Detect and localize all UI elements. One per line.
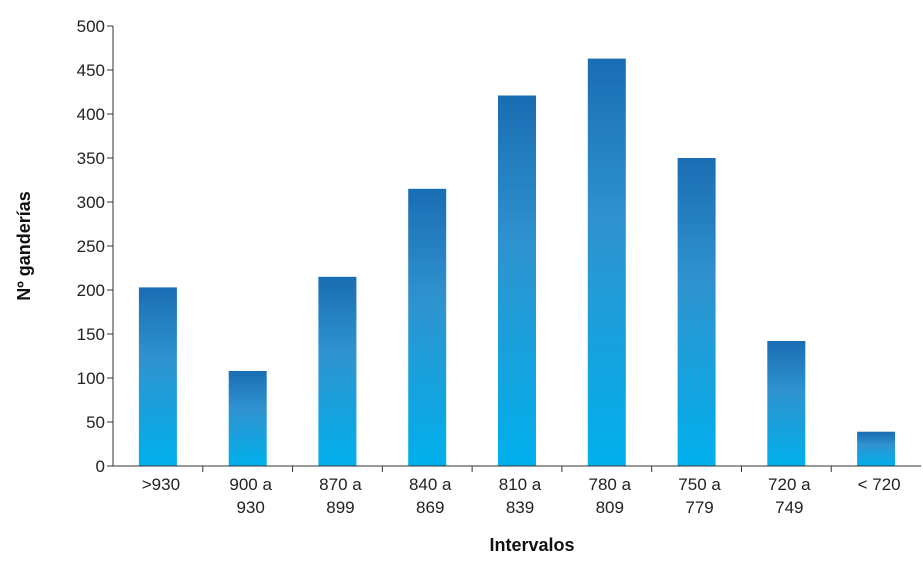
y-tick-label-3: 150: [77, 325, 105, 344]
x-tick-label-5: 780 a 809: [589, 475, 632, 517]
bar-4: [498, 96, 536, 467]
x-axis-ticks: >930 900 a 930 870 a 899 840 a 869 810 a 839 780 …: [142, 466, 901, 517]
y-tick-label-1: 50: [86, 413, 105, 432]
y-axis-title: Nº ganderías: [14, 191, 34, 301]
x-tick-label-6: 750 a 779: [678, 475, 721, 517]
bar-7: [767, 341, 805, 466]
bar-1: [229, 371, 267, 466]
x-tick-label-7: 720 a 749: [768, 475, 811, 517]
y-tick-label-7: 350: [77, 149, 105, 168]
y-tick-label-2: 100: [77, 369, 105, 388]
x-tick-label-3: 840 a 869: [409, 475, 452, 517]
x-tick-label-1: 900 a 930: [229, 475, 272, 517]
x-tick-label-4: 810 a 839: [499, 475, 542, 517]
bar-0: [139, 287, 177, 466]
x-tick-label-2: 870 a 899: [319, 475, 362, 517]
bar-8: [857, 432, 895, 466]
y-tick-label-8: 400: [77, 105, 105, 124]
bar-2: [318, 277, 356, 466]
y-tick-label-9: 450: [77, 61, 105, 80]
x-tick-label-0: >930: [142, 475, 180, 494]
y-axis-ticks: 0 50 100 150 200 250 300 350 400 450 500: [77, 17, 113, 476]
y-tick-label-5: 250: [77, 237, 105, 256]
x-tick-label-8: < 720: [858, 475, 901, 494]
y-tick-label-6: 300: [77, 193, 105, 212]
bars-group: [139, 59, 895, 466]
y-tick-label-10: 500: [77, 17, 105, 36]
y-tick-label-4: 200: [77, 281, 105, 300]
y-tick-label-0: 0: [96, 457, 105, 476]
bar-6: [678, 158, 716, 466]
bar-3: [408, 189, 446, 466]
bar-5: [588, 59, 626, 466]
x-axis-title: Intervalos: [489, 535, 574, 555]
